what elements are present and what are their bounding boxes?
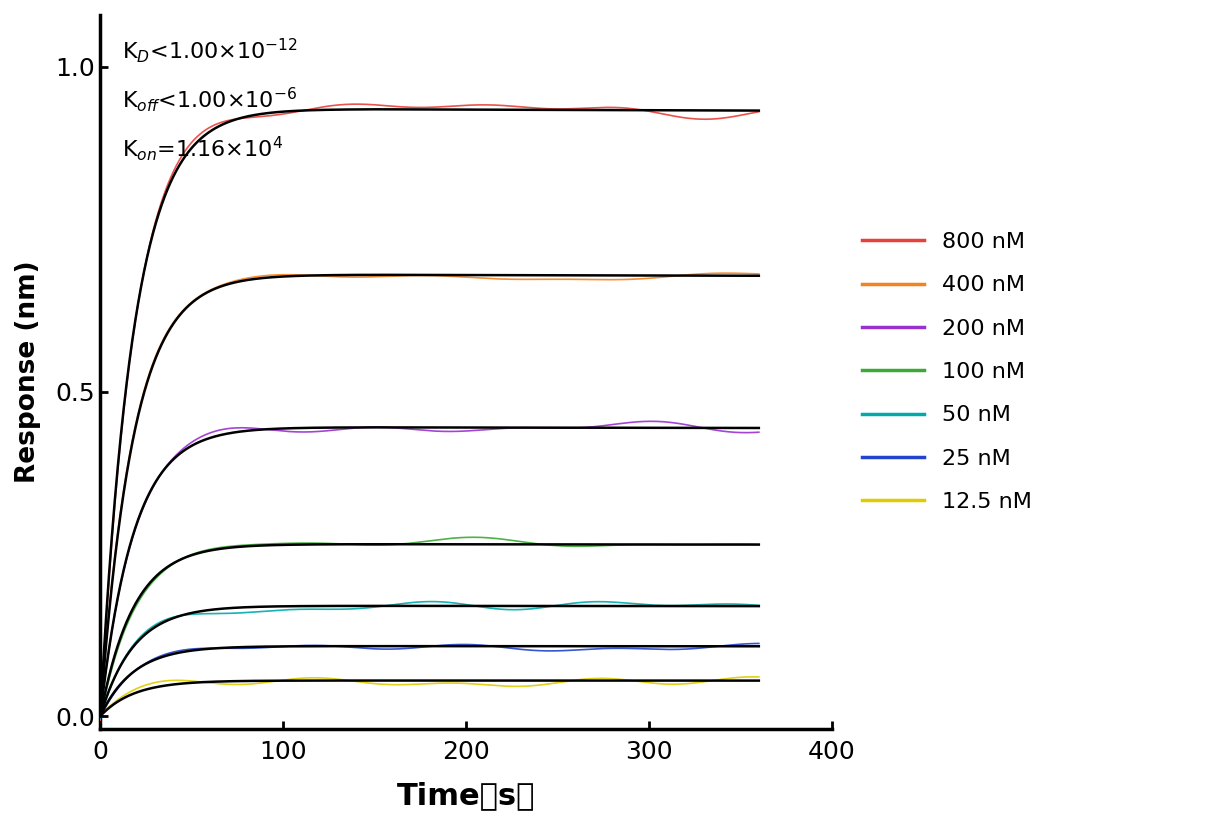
X-axis label: Time（s）: Time（s）: [397, 781, 535, 810]
Text: K$_D$<1.00×10$^{-12}$
K$_{off}$<1.00×10$^{-6}$
K$_{on}$=1.16×10$^{4}$: K$_D$<1.00×10$^{-12}$ K$_{off}$<1.00×10$…: [122, 36, 298, 163]
Legend: 800 nM, 400 nM, 200 nM, 100 nM, 50 nM, 25 nM, 12.5 nM: 800 nM, 400 nM, 200 nM, 100 nM, 50 nM, 2…: [850, 221, 1043, 523]
Y-axis label: Response (nm): Response (nm): [15, 261, 41, 483]
